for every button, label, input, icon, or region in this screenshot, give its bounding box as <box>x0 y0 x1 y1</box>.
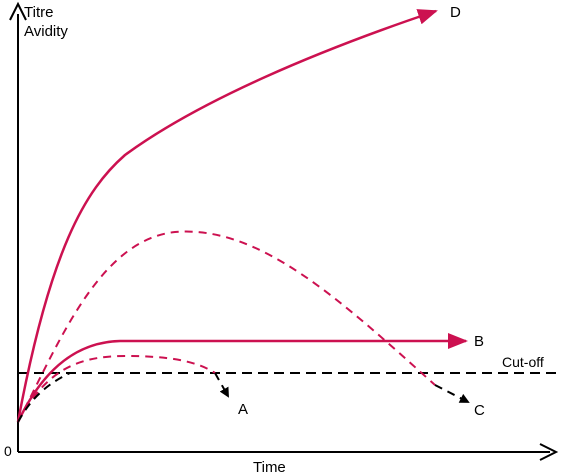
curve-label-b: B <box>474 333 484 350</box>
cutoff-label: Cut-off <box>502 354 544 370</box>
curve-label-c: C <box>474 402 485 419</box>
curve-a-base <box>17 372 71 423</box>
curve-c <box>17 230 436 423</box>
y-axis-label-avidity: Avidity <box>24 23 68 40</box>
curve-b <box>16 333 468 423</box>
x-axis-arrowhead <box>539 443 559 461</box>
curve-a <box>17 354 216 423</box>
x-axis-label: Time <box>253 459 286 476</box>
curve-c-tail <box>434 384 470 403</box>
curve-label-d: D <box>450 4 461 21</box>
curve-label-a: A <box>238 401 248 418</box>
y-axis-label-titre: Titre <box>24 4 53 21</box>
y-axis-arrowhead <box>9 1 27 21</box>
curve-a-tail <box>214 372 229 398</box>
origin-label: 0 <box>4 443 12 459</box>
curve-d <box>16 9 438 423</box>
